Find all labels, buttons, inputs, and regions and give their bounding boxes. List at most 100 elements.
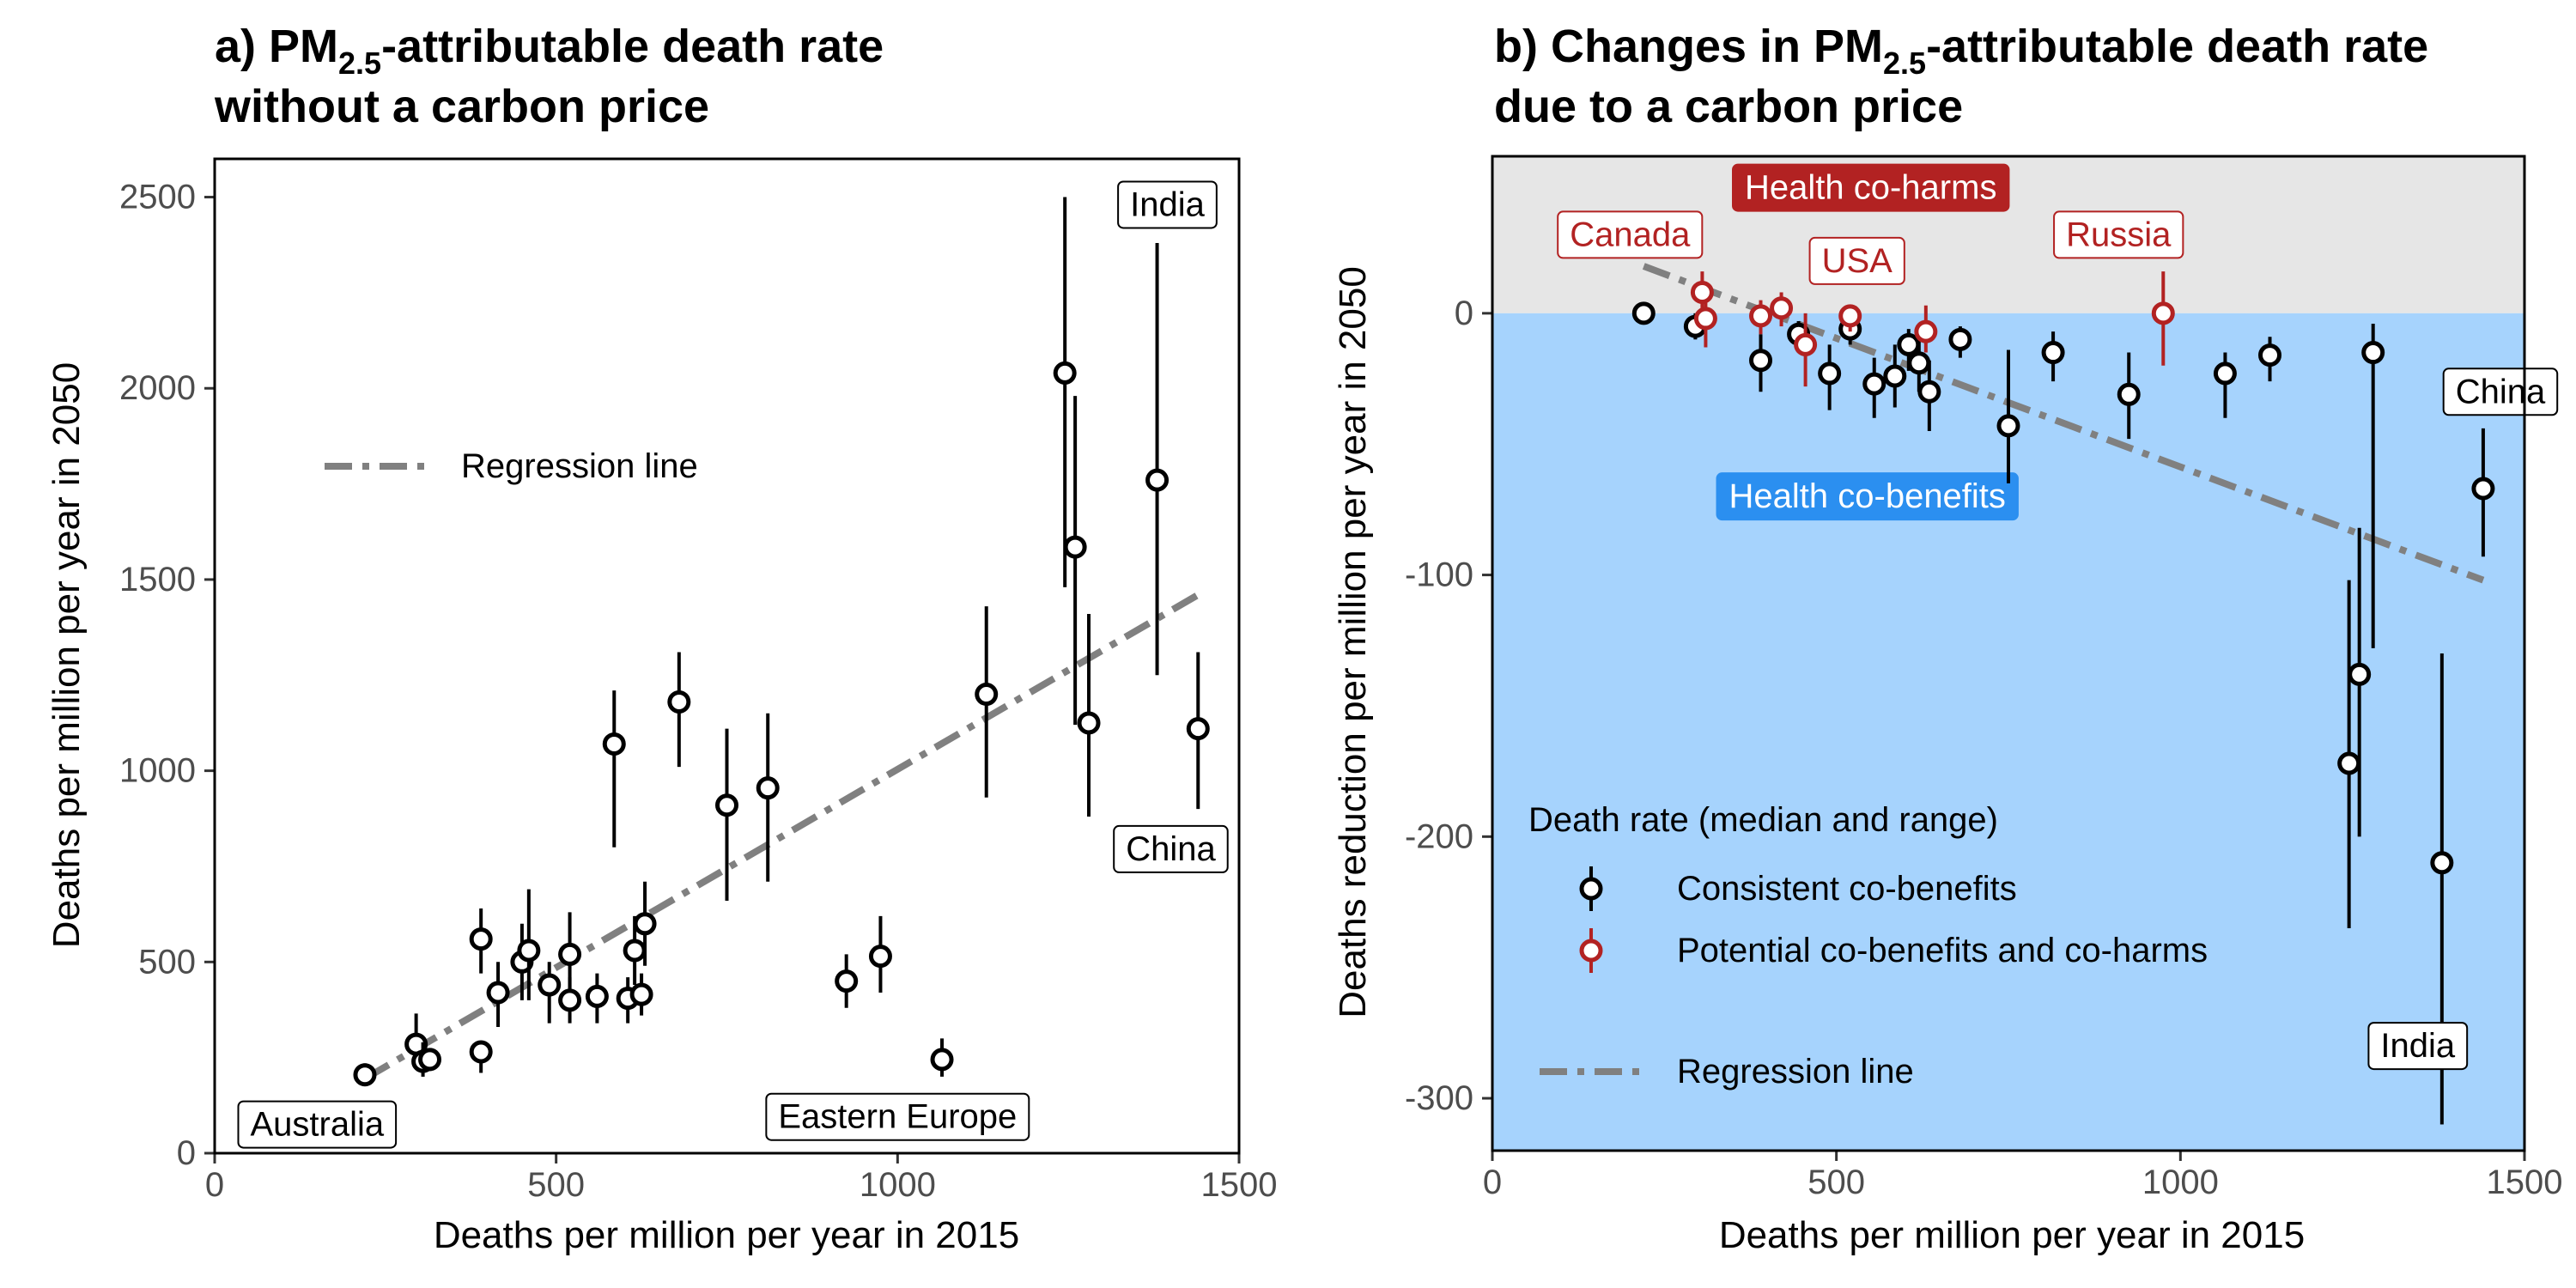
panel-b-point-consistent-co-benefits	[2471, 477, 2495, 501]
panel-b-annotation-label-box	[2367, 1022, 2469, 1071]
panel-b-point-consistent-co-benefits	[1883, 364, 1907, 388]
panel-b-point-consistent-co-benefits	[1897, 332, 1921, 356]
panel-b-annotation-label-group: India	[2367, 1022, 2469, 1071]
panel-b-point-consistent-co-benefits	[1862, 372, 1886, 396]
panel-b-region-label-co-benefits: Health co-benefits	[1729, 477, 2006, 515]
panel-b-point-consistent-co-benefits	[2361, 341, 2385, 365]
panel-b-region-label-co-harms: Health co-harms	[1745, 169, 1996, 207]
panel-a-data-point	[667, 690, 691, 714]
panel-a-annotation-label: Eastern Europe	[778, 1098, 1017, 1136]
panel-b-annotation-label-box	[2053, 210, 2184, 259]
panel-b-point-consistent-co-benefits	[1631, 301, 1656, 325]
panel-b-annotation-label: Canada	[1570, 216, 1691, 253]
panel-b-title-subscript: 2.5	[1883, 46, 1926, 81]
panel-b-point-consistent-co-benefits	[2430, 851, 2454, 875]
panel-a-data-point	[469, 1040, 493, 1064]
panel-b-annotation-label-group: Canada	[1557, 210, 1704, 259]
panel-a-annotation-label: India	[1130, 185, 1205, 223]
panel-b-region-label-co-harms-box	[1732, 163, 2010, 212]
panel-a-data-point	[602, 732, 626, 756]
panel-b-x-tick-label: 1500	[2487, 1163, 2563, 1201]
panel-a-y-tick-label: 2500	[119, 179, 196, 216]
panel-b-region-label-co-benefits-box	[1716, 472, 2019, 521]
panel-b-annotation-label: India	[2380, 1027, 2455, 1065]
panel-b-legend-label: Potential co-benefits and co-harms	[1677, 932, 2208, 969]
panel-b-annotation-label-box	[2442, 368, 2559, 416]
panel-b-point-consistent-co-benefits	[2117, 382, 2141, 406]
panel-b-point-consistent-co-benefits	[1818, 361, 1842, 386]
panel-a-data-point	[558, 942, 582, 966]
panel-b-y-tick-label: -300	[1405, 1079, 1473, 1117]
panel-b-point-potential-co-harms	[2151, 301, 2175, 325]
panel-a-x-tick-label: 1000	[860, 1166, 936, 1204]
panel-a-data-point	[1077, 711, 1101, 735]
panel-a-annotation-label-box	[237, 1100, 398, 1149]
panel-b-point-consistent-co-benefits	[1917, 380, 1941, 404]
panel-b-y-tick-label: 0	[1455, 295, 1473, 332]
panel-a: a) PM2.5-attributable death rate without…	[46, 21, 1277, 1256]
panel-b-annotation-label-box	[1808, 236, 1905, 285]
panel-b-plot-border	[1491, 155, 2526, 1152]
panel-b-point-consistent-co-benefits	[1749, 349, 1773, 373]
panel-b-annotation-label-group: China	[2442, 368, 2559, 416]
panel-b-region-label-co-harms-group: Health co-harms	[1732, 163, 2010, 212]
panel-a-legend-label: Regression line	[461, 447, 698, 485]
panel-b-point-potential-co-harms	[1749, 304, 1773, 328]
panel-a-data-point	[517, 939, 541, 963]
panel-a-annotation-label-box	[1113, 824, 1229, 873]
panel-b-x-tick-label: 500	[1807, 1163, 1865, 1201]
panel-b-point-consistent-co-benefits	[1907, 351, 1931, 375]
panel-a-data-point	[629, 982, 653, 1006]
panel-b-annotation-label-group: Russia	[2053, 210, 2184, 259]
panel-b-legend-key-point	[1579, 939, 1603, 963]
panel-a-x-tick-label: 500	[527, 1166, 585, 1204]
panel-b-title-line2: due to a carbon price	[1494, 81, 1963, 132]
panel-a-data-point	[623, 939, 647, 963]
panel-b-legend-label: Consistent co-benefits	[1677, 870, 2017, 908]
panel-b-point-potential-co-harms	[1693, 307, 1717, 331]
panel-b-point-consistent-co-benefits	[2041, 341, 2065, 365]
panel-b-region-label-co-benefits-group: Health co-benefits	[1716, 472, 2019, 521]
panel-a-y-tick-label: 1000	[119, 752, 196, 790]
panel-a-data-point	[715, 793, 738, 817]
panel-b-annotation-label-group: USA	[1808, 236, 1905, 285]
panel-a-annotation-label-box	[765, 1092, 1030, 1141]
panel-a-data-point	[756, 776, 780, 800]
panel-a-y-tick-label: 2000	[119, 369, 196, 407]
panel-b-point-consistent-co-benefits	[2348, 662, 2372, 686]
panel-a-data-point	[558, 988, 582, 1012]
panel-a-data-point	[538, 973, 562, 997]
panel-a-marks: 0 500 1000 1500 0 500 1000 1500 2000 2500 India Chi…	[119, 157, 1277, 1204]
panel-b-legend-label: Regression line	[1677, 1053, 1914, 1091]
panel-b-y-tick-label: -100	[1405, 556, 1473, 594]
panel-a-annotation-label-group: China	[1113, 824, 1229, 873]
panel-a-y-tick-label: 0	[177, 1134, 196, 1172]
panel-b-point-potential-co-harms	[1838, 304, 1862, 328]
panel-b-title-prefix: b) Changes in PM	[1494, 21, 1883, 72]
panel-a-data-point	[1145, 468, 1170, 492]
panel-a-plot-area	[215, 159, 1239, 1153]
panel-b-point-potential-co-harms	[1794, 332, 1818, 356]
panel-b-point-consistent-co-benefits	[1996, 414, 2020, 438]
panel-a-annotation-label-group: Australia	[237, 1100, 398, 1149]
panel-a-data-point	[835, 969, 859, 993]
panel-a-title-line1: a) PM2.5-attributable death rate	[215, 21, 884, 81]
panel-b: b) Changes in PM2.5-attributable death r…	[1332, 21, 2562, 1256]
panel-b-x-tick-label: 1000	[2142, 1163, 2219, 1201]
panel-a-title-line2: without a carbon price	[214, 81, 709, 132]
panel-b-x-axis-title: Deaths per million per year in 2015	[1719, 1214, 2305, 1256]
panel-a-annotation-label-box	[1117, 180, 1218, 229]
panel-b-point-consistent-co-benefits	[2213, 361, 2237, 386]
panel-b-point-consistent-co-benefits	[2258, 343, 2282, 368]
panel-b-point-potential-co-harms	[1914, 319, 1938, 343]
panel-a-title-suffix: -attributable death rate	[381, 21, 884, 72]
panel-a-data-point	[418, 1048, 442, 1072]
panel-a-data-point	[1053, 361, 1077, 385]
panel-a-data-point	[585, 984, 609, 1008]
panel-b-annotation-label: USA	[1822, 242, 1893, 280]
panel-b-point-potential-co-harms	[1770, 296, 1794, 320]
panel-a-data-point	[1063, 535, 1087, 559]
panel-b-marks: Health co-harms Health co-benefits 0 500 100…	[1405, 155, 2563, 1201]
panel-a-title-prefix: a) PM	[215, 21, 338, 72]
panel-b-x-tick-label: 0	[1483, 1163, 1502, 1201]
